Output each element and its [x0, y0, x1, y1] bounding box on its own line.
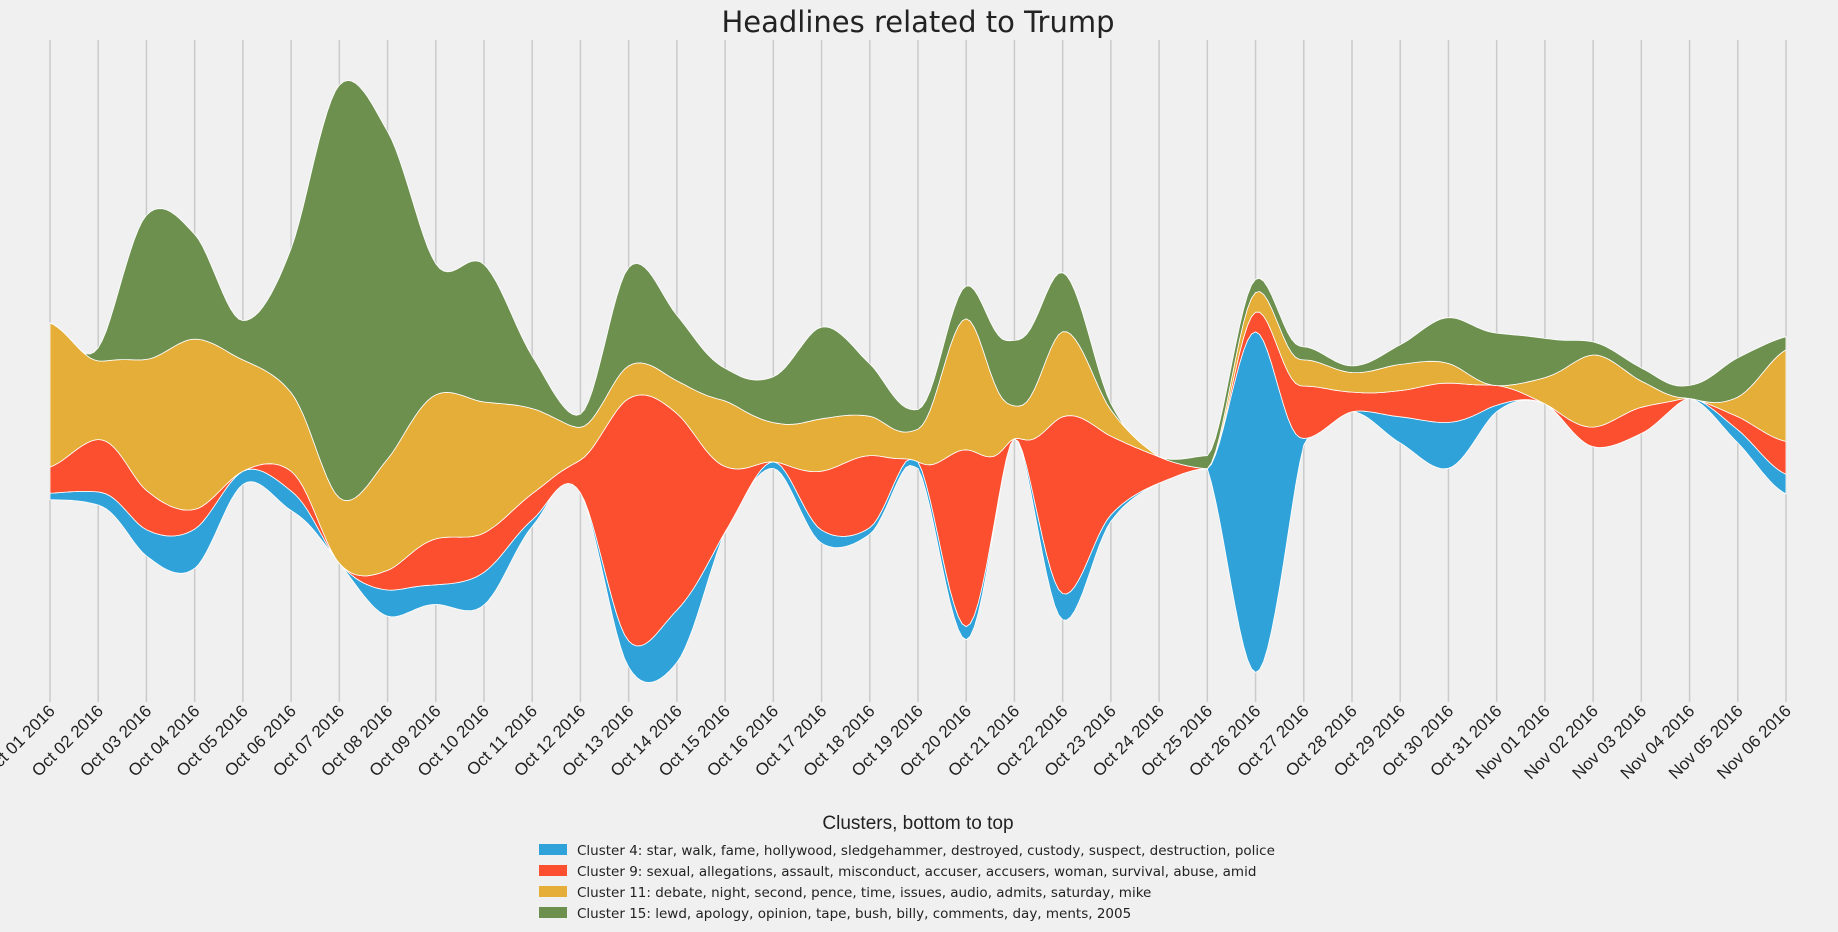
legend-label: Cluster 15: lewd, apology, opinion, tape… [577, 906, 1131, 922]
stream-layer-4 [49, 80, 1787, 502]
legend-label: Cluster 11: debate, night, second, pence… [577, 885, 1151, 901]
legend-label: Cluster 4: star, walk, fame, hollywood, … [577, 843, 1275, 859]
legend-swatch [539, 865, 567, 876]
legend-label: Cluster 9: sexual, allegations, assault,… [577, 864, 1256, 880]
chart-title: Headlines related to Trump [721, 5, 1114, 39]
legend-swatch [539, 844, 567, 855]
legend: Clusters, bottom to top Cluster 4: star,… [539, 813, 1275, 922]
stream-layers [49, 80, 1787, 683]
legend-swatch [539, 907, 567, 918]
legend-swatch [539, 886, 567, 897]
legend-title: Clusters, bottom to top [822, 813, 1013, 834]
